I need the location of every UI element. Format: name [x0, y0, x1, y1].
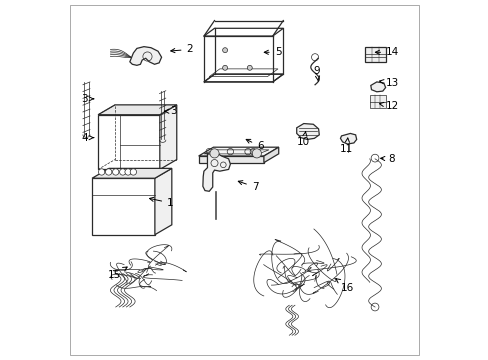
Circle shape	[124, 169, 131, 175]
Text: 14: 14	[375, 47, 399, 57]
Polygon shape	[203, 152, 230, 191]
Text: 7: 7	[238, 181, 258, 192]
Polygon shape	[92, 178, 155, 235]
Text: 5: 5	[264, 47, 281, 57]
Circle shape	[120, 169, 126, 175]
Text: 3: 3	[81, 94, 94, 104]
Text: 9: 9	[313, 66, 320, 81]
Circle shape	[252, 149, 261, 158]
Circle shape	[98, 169, 104, 175]
Text: 2: 2	[170, 45, 193, 54]
Text: 11: 11	[340, 138, 353, 154]
Text: 8: 8	[380, 154, 394, 164]
Polygon shape	[369, 95, 385, 108]
Polygon shape	[92, 168, 171, 178]
Circle shape	[130, 169, 136, 175]
Circle shape	[112, 169, 119, 175]
Polygon shape	[98, 115, 160, 170]
Text: 15: 15	[107, 267, 127, 280]
Text: 6: 6	[245, 139, 263, 152]
Polygon shape	[160, 105, 176, 170]
Polygon shape	[340, 134, 356, 144]
Polygon shape	[203, 74, 283, 82]
Polygon shape	[130, 47, 161, 66]
Polygon shape	[365, 47, 385, 62]
Text: 4: 4	[81, 133, 94, 143]
Polygon shape	[198, 156, 264, 163]
Text: 1: 1	[149, 197, 173, 208]
Circle shape	[105, 169, 112, 175]
Text: 12: 12	[379, 101, 399, 111]
Polygon shape	[296, 123, 319, 139]
Circle shape	[222, 48, 227, 53]
Text: 13: 13	[379, 78, 399, 88]
Circle shape	[222, 65, 227, 70]
Circle shape	[209, 149, 219, 158]
Circle shape	[247, 65, 252, 70]
Text: 3: 3	[164, 106, 177, 116]
Polygon shape	[264, 147, 278, 163]
Polygon shape	[198, 147, 278, 156]
Polygon shape	[370, 82, 385, 92]
Text: 10: 10	[297, 131, 310, 147]
Polygon shape	[98, 105, 176, 115]
Text: 16: 16	[335, 279, 354, 293]
Polygon shape	[155, 168, 171, 235]
